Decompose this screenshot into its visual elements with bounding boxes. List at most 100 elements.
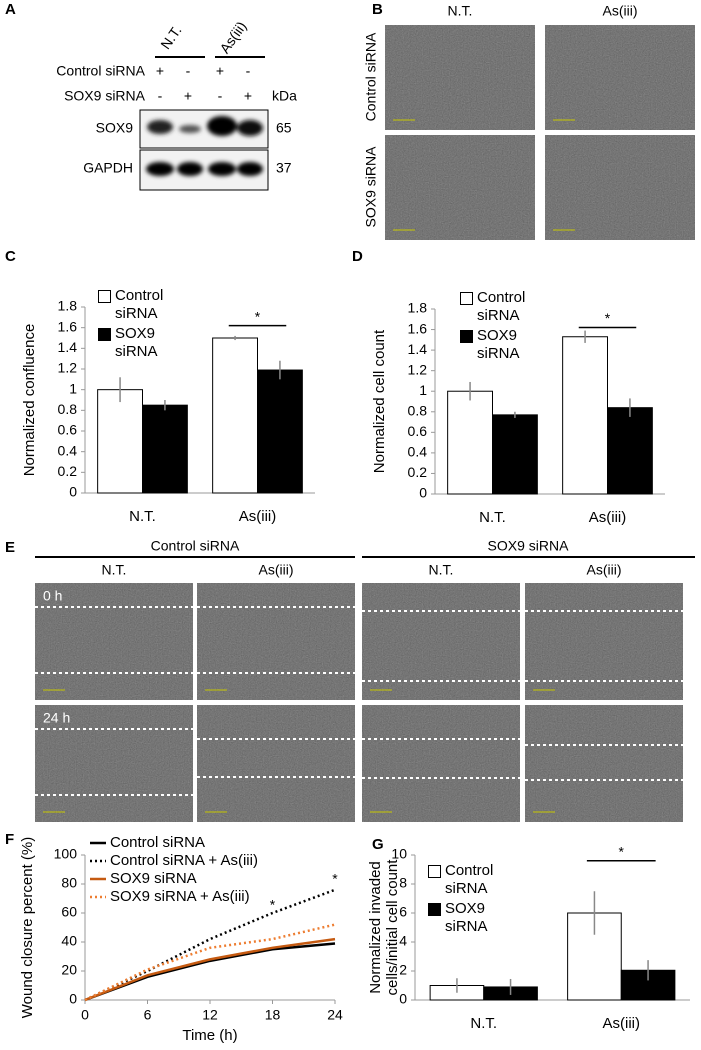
legend-swatch bbox=[98, 328, 111, 341]
column-header: As(iii) bbox=[216, 18, 249, 56]
legend-text: Control siRNA + As(iii) bbox=[110, 852, 258, 869]
bar bbox=[97, 389, 143, 494]
significance-mark: * bbox=[255, 308, 261, 324]
y-tick-label: 0.2 bbox=[408, 464, 428, 480]
time-label: 24 h bbox=[43, 710, 70, 726]
y-axis-title: cells/initial cell count bbox=[384, 859, 401, 996]
row-label: Control siRNA bbox=[56, 63, 145, 79]
y-tick-label: 6 bbox=[399, 904, 407, 920]
x-tick-label: As(iii) bbox=[589, 509, 627, 526]
legend-entry: SOX9 siRNA bbox=[98, 325, 177, 361]
legend: Control siRNA SOX9 siRNA bbox=[428, 862, 507, 938]
group-header: Control siRNA bbox=[151, 538, 240, 554]
column-header: As(iii) bbox=[603, 3, 638, 19]
y-axis-title: Normalized confluence bbox=[21, 324, 38, 477]
y-tick-label: 1 bbox=[419, 382, 427, 398]
micrograph-texture bbox=[385, 135, 535, 240]
y-axis-title: Normalized invaded bbox=[367, 861, 384, 994]
y-tick-label: 100 bbox=[54, 846, 78, 862]
band-label: GAPDH bbox=[83, 160, 133, 176]
y-tick-label: 60 bbox=[61, 904, 77, 920]
y-tick-label: 0.4 bbox=[58, 442, 78, 458]
panel-label: C bbox=[5, 248, 16, 265]
legend-swatch bbox=[460, 330, 473, 343]
band-size: 37 bbox=[276, 160, 292, 176]
y-tick-label: 80 bbox=[61, 875, 77, 891]
legend-swatch bbox=[460, 292, 473, 305]
y-tick-label: 1.6 bbox=[408, 320, 428, 336]
group-header: SOX9 siRNA bbox=[488, 538, 570, 554]
bar bbox=[607, 407, 653, 495]
y-tick-label: 10 bbox=[391, 846, 407, 862]
x-tick-label: 12 bbox=[202, 1007, 218, 1023]
y-tick-label: 0.2 bbox=[58, 463, 78, 479]
column-header: N.T. bbox=[429, 562, 454, 578]
panel-label: B bbox=[372, 1, 383, 18]
legend-entry: Control siRNA bbox=[428, 862, 507, 898]
y-tick-label: 1.8 bbox=[408, 300, 428, 316]
micrograph-texture bbox=[525, 705, 683, 822]
treatment-mark: + bbox=[216, 63, 224, 79]
panel-label: F bbox=[5, 831, 14, 848]
x-tick-label: 18 bbox=[265, 1007, 281, 1023]
series-line bbox=[84, 937, 336, 1002]
legend-text: Control siRNA bbox=[110, 834, 205, 851]
x-tick-label: N.T. bbox=[129, 508, 156, 525]
y-tick-label: 0.6 bbox=[408, 423, 428, 439]
legend-entry: Control siRNA bbox=[98, 287, 177, 323]
x-tick-label: 6 bbox=[144, 1007, 152, 1023]
significance-mark: * bbox=[605, 310, 611, 326]
micrograph-texture bbox=[197, 705, 355, 822]
bar bbox=[492, 414, 538, 495]
legend-entry: SOX9 siRNA bbox=[460, 327, 539, 363]
y-tick-label: 1 bbox=[69, 380, 77, 396]
column-header: N.T. bbox=[157, 22, 184, 52]
blot-bands bbox=[146, 116, 263, 176]
y-tick-label: 2 bbox=[399, 962, 407, 978]
panel-label: D bbox=[352, 248, 363, 265]
x-tick-label: As(iii) bbox=[603, 1015, 641, 1032]
y-tick-label: 1.4 bbox=[58, 339, 78, 355]
column-header: As(iii) bbox=[587, 562, 622, 578]
legend-text: Control siRNA bbox=[115, 287, 164, 322]
band-label: SOX9 bbox=[96, 120, 134, 136]
y-tick-label: 0 bbox=[419, 485, 427, 501]
legend-swatch bbox=[428, 903, 441, 916]
y-tick-label: 0.8 bbox=[408, 402, 428, 418]
column-header: N.T. bbox=[448, 3, 473, 19]
micrograph-texture bbox=[545, 135, 695, 240]
band-size: 65 bbox=[276, 120, 292, 136]
legend-text: SOX9 siRNA bbox=[115, 325, 158, 360]
legend: Control siRNA SOX9 siRNA bbox=[460, 289, 539, 365]
x-tick-label: As(iii) bbox=[239, 508, 277, 525]
column-header: N.T. bbox=[102, 562, 127, 578]
y-axis-title: Normalized cell count bbox=[371, 329, 388, 473]
micrograph-texture bbox=[197, 583, 355, 700]
column-header: As(iii) bbox=[259, 562, 294, 578]
bar bbox=[142, 404, 188, 494]
x-tick-label: N.T. bbox=[470, 1015, 497, 1032]
treatment-mark: - bbox=[186, 63, 191, 79]
y-tick-label: 40 bbox=[61, 933, 77, 949]
y-tick-label: 1.4 bbox=[408, 341, 428, 357]
treatment-mark: - bbox=[246, 63, 251, 79]
y-tick-label: 1.2 bbox=[58, 360, 78, 376]
legend-swatch bbox=[98, 290, 111, 303]
y-tick-label: 0.8 bbox=[58, 401, 78, 417]
micrograph-texture bbox=[545, 25, 695, 130]
row-label: Control siRNA bbox=[363, 32, 379, 121]
panel-label: E bbox=[5, 539, 15, 556]
y-tick-label: 1.6 bbox=[58, 318, 78, 334]
y-tick-label: 1.2 bbox=[408, 361, 428, 377]
bar bbox=[257, 369, 303, 494]
x-tick-label: 0 bbox=[81, 1007, 89, 1023]
significance-mark: * bbox=[270, 896, 276, 912]
y-tick-label: 0.4 bbox=[408, 444, 428, 460]
micrograph-texture bbox=[35, 583, 193, 700]
x-tick-label: N.T. bbox=[479, 509, 506, 526]
significance-mark: * bbox=[332, 870, 338, 886]
panel-label: A bbox=[5, 1, 16, 18]
micrograph-texture bbox=[362, 705, 520, 822]
